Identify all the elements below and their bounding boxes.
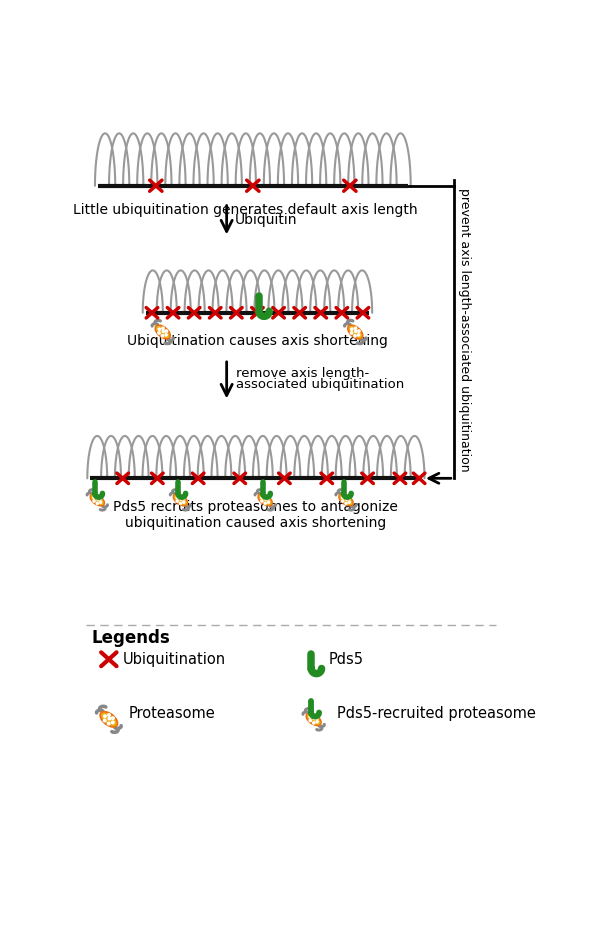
Ellipse shape [154, 325, 171, 340]
Circle shape [179, 495, 181, 497]
Ellipse shape [91, 494, 104, 506]
Ellipse shape [156, 325, 170, 339]
Circle shape [265, 498, 266, 500]
Circle shape [345, 502, 347, 505]
Circle shape [176, 496, 178, 499]
Circle shape [348, 498, 350, 500]
Circle shape [165, 330, 167, 332]
Text: Little ubiquitination generates default axis length: Little ubiquitination generates default … [73, 203, 418, 217]
Circle shape [158, 328, 160, 330]
Text: remove axis length-: remove axis length- [236, 367, 369, 380]
Ellipse shape [101, 713, 117, 726]
Ellipse shape [349, 325, 362, 339]
Circle shape [182, 498, 185, 500]
Circle shape [112, 717, 114, 719]
Ellipse shape [99, 711, 118, 728]
Circle shape [162, 327, 164, 329]
Text: Pds5-recruited proteasome: Pds5-recruited proteasome [337, 705, 536, 720]
Text: Pds5 recruits proteasomes to antagonize
ubiquitination caused axis shortening: Pds5 recruits proteasomes to antagonize … [113, 500, 398, 530]
Circle shape [350, 332, 353, 334]
Ellipse shape [257, 493, 273, 507]
Text: Ubiquitination: Ubiquitination [122, 652, 226, 667]
Ellipse shape [89, 493, 105, 507]
Circle shape [96, 495, 98, 497]
Circle shape [179, 502, 182, 505]
Circle shape [108, 714, 110, 717]
Circle shape [268, 498, 269, 500]
Ellipse shape [259, 494, 272, 506]
Circle shape [100, 498, 101, 500]
Ellipse shape [347, 325, 364, 340]
Ellipse shape [338, 493, 354, 507]
Circle shape [104, 715, 106, 718]
Circle shape [93, 500, 95, 502]
Circle shape [268, 501, 269, 504]
Ellipse shape [174, 494, 187, 506]
Circle shape [316, 720, 318, 723]
Ellipse shape [173, 493, 188, 507]
Circle shape [358, 334, 360, 336]
Ellipse shape [305, 712, 322, 726]
Text: Pds5: Pds5 [329, 652, 364, 667]
Text: Ubiquitin: Ubiquitin [235, 213, 297, 227]
Text: prevent axis length-associated ubiquitination: prevent axis length-associated ubiquitin… [458, 188, 471, 471]
Circle shape [264, 502, 266, 505]
Text: Legends: Legends [92, 629, 170, 647]
Circle shape [176, 500, 178, 502]
Text: associated ubiquitination: associated ubiquitination [236, 378, 404, 391]
Circle shape [112, 721, 114, 724]
Circle shape [355, 330, 357, 332]
Circle shape [183, 501, 185, 504]
Circle shape [97, 498, 99, 500]
Circle shape [358, 330, 360, 332]
Circle shape [100, 501, 101, 504]
Circle shape [341, 496, 344, 499]
Circle shape [313, 715, 315, 717]
Circle shape [261, 500, 263, 502]
Circle shape [355, 327, 356, 329]
Text: Proteasome: Proteasome [129, 705, 215, 720]
Circle shape [309, 716, 311, 718]
Ellipse shape [340, 494, 353, 506]
Circle shape [313, 722, 315, 724]
Circle shape [261, 496, 263, 499]
Circle shape [264, 495, 266, 497]
Circle shape [108, 718, 111, 719]
Circle shape [180, 498, 182, 500]
Circle shape [158, 332, 160, 334]
Circle shape [93, 496, 95, 499]
Text: Ubiquitination causes axis shortening: Ubiquitination causes axis shortening [127, 334, 388, 348]
Circle shape [107, 722, 110, 725]
Circle shape [96, 502, 98, 505]
Circle shape [350, 328, 353, 330]
Circle shape [162, 330, 164, 332]
Ellipse shape [307, 714, 320, 725]
Circle shape [341, 500, 344, 502]
Circle shape [354, 335, 356, 337]
Circle shape [103, 719, 106, 722]
Circle shape [346, 498, 347, 500]
Circle shape [348, 501, 350, 504]
Circle shape [165, 334, 167, 336]
Circle shape [161, 335, 164, 337]
Circle shape [313, 718, 315, 719]
Circle shape [345, 495, 347, 497]
Circle shape [309, 719, 311, 721]
Circle shape [316, 717, 318, 719]
